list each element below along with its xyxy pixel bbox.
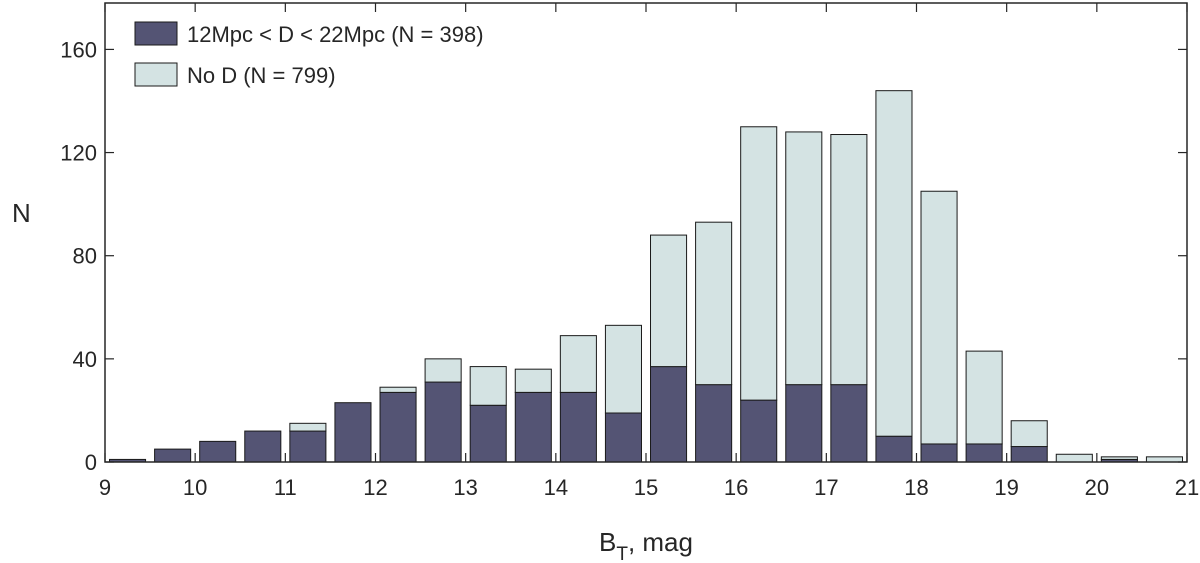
bar-no-distance-22 (1100, 456, 1138, 460)
bar-with-distance-2 (199, 440, 237, 463)
bar-with-distance-20 (1010, 446, 1048, 463)
y-tick-label-0: 0 (85, 450, 97, 475)
bar-no-distance-4 (289, 422, 327, 432)
bar-no-distance-21 (1055, 453, 1093, 463)
bar-no-distance-19 (965, 350, 1003, 445)
y-tick-label-160: 160 (60, 37, 97, 62)
x-tick-label-9: 9 (99, 475, 111, 500)
x-tick-label-14: 14 (544, 475, 568, 500)
bar-with-distance-4 (289, 430, 327, 463)
bar-with-distance-17 (875, 435, 913, 463)
bar-with-distance-11 (604, 412, 642, 463)
bar-with-distance-13 (695, 384, 733, 463)
bar-with-distance-10 (559, 391, 597, 463)
bar-no-distance-13 (695, 221, 733, 386)
y-tick-label-40: 40 (73, 347, 97, 372)
bar-no-distance-8 (469, 366, 507, 406)
x-tick-label-20: 20 (1085, 475, 1109, 500)
bars-group (109, 90, 1183, 463)
bar-no-distance-15 (785, 131, 823, 386)
bar-no-distance-12 (650, 234, 688, 368)
bar-with-distance-12 (650, 366, 688, 463)
bar-with-distance-16 (830, 384, 868, 463)
bar-with-distance-6 (379, 391, 417, 463)
ticks-group: 9 10 11 12 13 14 15 16 17 18 19 20 21 0 40 80 120 160 (60, 3, 1199, 500)
bar-no-distance-23 (1145, 456, 1183, 463)
x-tick-label-17: 17 (814, 475, 838, 500)
x-tick-label-10: 10 (183, 475, 207, 500)
bar-no-distance-20 (1010, 420, 1048, 448)
bar-with-distance-5 (334, 402, 372, 463)
bar-with-distance-7 (424, 381, 462, 463)
plot-frame (104, 2, 1188, 463)
bar-no-distance-6 (379, 386, 417, 393)
bar-no-distance-9 (514, 368, 552, 393)
legend-label-with-distance: 12Mpc < D < 22Mpc (N = 398) (187, 22, 484, 47)
bar-no-distance-17 (875, 90, 913, 437)
bar-with-distance-8 (469, 404, 507, 463)
x-tick-label-18: 18 (904, 475, 928, 500)
x-tick-label-11: 11 (274, 475, 297, 500)
x-tick-label-15: 15 (634, 475, 658, 500)
bar-no-distance-14 (740, 126, 778, 401)
x-axis-label-main: B (599, 527, 616, 557)
bar-with-distance-14 (740, 399, 778, 463)
bar-with-distance-3 (244, 430, 282, 463)
bar-with-distance-18 (920, 443, 958, 463)
x-tick-label-16: 16 (724, 475, 748, 500)
x-tick-label-19: 19 (994, 475, 1018, 500)
legend: 12Mpc < D < 22Mpc (N = 398) No D (N = 79… (134, 21, 484, 88)
x-tick-label-12: 12 (363, 475, 387, 500)
y-tick-label-120: 120 (60, 141, 97, 166)
bar-with-distance-15 (785, 384, 823, 463)
legend-label-no-distance: No D (N = 799) (187, 63, 336, 88)
legend-swatch-with-distance (134, 21, 178, 46)
legend-swatch-no-distance (134, 62, 178, 87)
bar-no-distance-16 (830, 134, 868, 386)
plot-area (105, 3, 1187, 462)
bar-with-distance-19 (965, 443, 1003, 463)
x-axis-label: BT, mag (599, 527, 693, 563)
bar-no-distance-18 (920, 190, 958, 445)
x-tick-label-13: 13 (453, 475, 477, 500)
bar-with-distance-1 (154, 448, 192, 463)
bar-no-distance-10 (559, 335, 597, 393)
bar-with-distance-9 (514, 391, 552, 463)
bar-no-distance-7 (424, 358, 462, 383)
x-axis-label-unit: , mag (628, 527, 693, 557)
x-tick-label-21: 21 (1175, 475, 1199, 500)
bar-no-distance-11 (604, 324, 642, 414)
y-tick-label-80: 80 (73, 244, 97, 269)
x-axis-label-subscript: T (616, 544, 628, 563)
y-axis-label: N (12, 198, 31, 228)
